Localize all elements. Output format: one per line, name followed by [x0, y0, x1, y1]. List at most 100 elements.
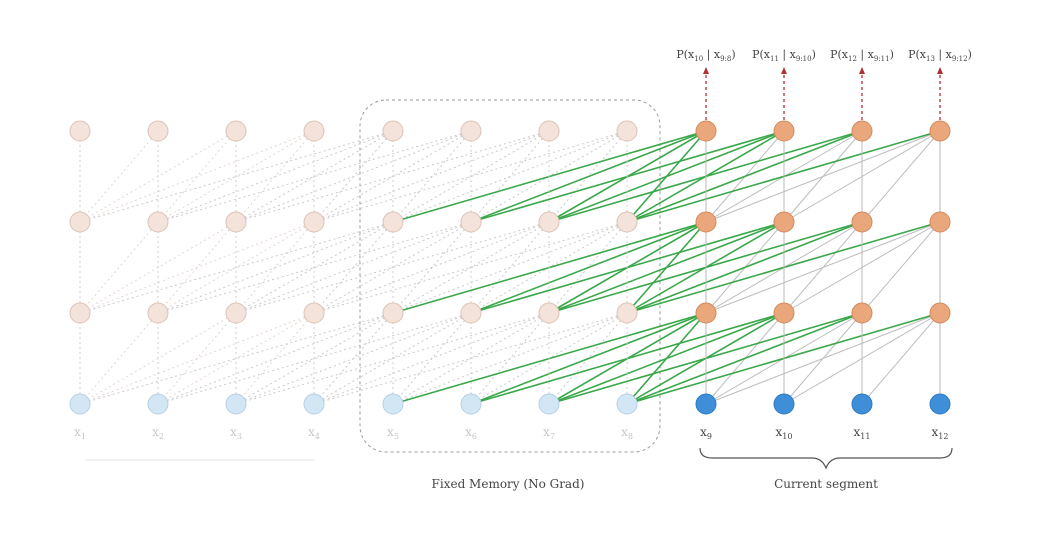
- edge-memory-attention: [470, 221, 707, 314]
- probability-label: P(x10 | x9:8): [676, 48, 735, 63]
- edge-memory-attention: [470, 130, 707, 223]
- edge-memory: [79, 130, 394, 223]
- edge-memory: [157, 130, 472, 223]
- input-node-memory: [538, 393, 560, 415]
- edge-current: [861, 221, 941, 314]
- hidden-node-current: [929, 120, 951, 142]
- hidden-node-memory: [538, 120, 560, 142]
- edge-memory: [157, 312, 394, 405]
- edge-memory: [235, 130, 472, 223]
- probability-labels: P(x10 | x9:8) P(x11 | x9:10) P(x12 | x9:11…: [676, 48, 972, 63]
- fixed-memory-box: [359, 99, 661, 453]
- edge-memory-attention: [626, 130, 863, 223]
- hidden-node-memory: [147, 302, 169, 324]
- token-label: x4: [308, 425, 320, 441]
- token-label: x5: [387, 425, 399, 441]
- edge-old: [79, 221, 315, 314]
- hidden-node-memory: [460, 302, 482, 324]
- edge-current: [705, 221, 941, 314]
- edge-old: [79, 130, 315, 223]
- edge-old: [79, 312, 315, 405]
- edge-memory-attention: [548, 221, 785, 314]
- edge-memory: [79, 221, 394, 314]
- probability-label: P(x12 | x9:11): [830, 48, 894, 63]
- input-node-memory: [616, 393, 638, 415]
- token-labels: x1 x2 x3 x4 x5 x6 x7 x8 x9 x10 x11 x12: [74, 425, 948, 441]
- token-label: x10: [776, 425, 793, 441]
- edge-memory: [392, 312, 628, 405]
- hidden-node-current: [773, 120, 795, 142]
- token-label: x11: [854, 425, 871, 441]
- hidden-node-memory: [460, 120, 482, 142]
- input-node-memory: [225, 393, 247, 415]
- edge-current: [705, 312, 941, 405]
- hidden-node-memory: [147, 120, 169, 142]
- hidden-node-memory: [382, 120, 404, 142]
- input-node-memory: [382, 393, 404, 415]
- input-node-memory: [69, 393, 91, 415]
- hidden-node-current: [929, 211, 951, 233]
- token-label: x6: [465, 425, 477, 441]
- hidden-node-memory: [303, 120, 325, 142]
- input-node-current: [929, 393, 951, 415]
- token-label: x2: [152, 425, 164, 441]
- edge-memory-attention: [548, 312, 785, 405]
- edge-memory: [157, 312, 472, 405]
- probability-label: P(x11 | x9:10): [752, 48, 816, 63]
- hidden-node-memory: [538, 302, 560, 324]
- memory-label: Fixed Memory (No Grad): [432, 477, 585, 491]
- edge-memory: [313, 312, 628, 405]
- edge-memory: [79, 312, 394, 405]
- edge-current: [861, 312, 941, 405]
- token-label: x8: [621, 425, 633, 441]
- edges-layer: [79, 130, 941, 405]
- hidden-node-current: [695, 120, 717, 142]
- hidden-node-current: [695, 302, 717, 324]
- hidden-node-memory: [69, 302, 91, 324]
- edge-old: [79, 130, 159, 223]
- edge-memory: [235, 221, 550, 314]
- hidden-node-memory: [225, 120, 247, 142]
- hidden-node-current: [695, 211, 717, 233]
- hidden-node-current: [773, 302, 795, 324]
- edge-memory: [157, 130, 394, 223]
- edge-memory-attention: [548, 130, 785, 223]
- input-node-memory: [303, 393, 325, 415]
- hidden-node-memory: [460, 211, 482, 233]
- edge-current: [861, 130, 941, 223]
- hidden-node-current: [773, 211, 795, 233]
- edge-memory-attention: [626, 312, 863, 405]
- edge-memory: [392, 130, 628, 223]
- hidden-node-current: [929, 302, 951, 324]
- edge-current: [705, 130, 941, 223]
- output-arrows: [703, 67, 943, 120]
- edge-memory: [313, 130, 550, 223]
- edge-memory: [313, 221, 628, 314]
- token-label: x9: [700, 425, 712, 441]
- hidden-node-memory: [69, 211, 91, 233]
- edge-memory: [235, 312, 472, 405]
- edge-memory-attention: [470, 312, 707, 405]
- current-segment-label: Current segment: [774, 477, 878, 491]
- edge-memory: [235, 312, 550, 405]
- edge-memory: [313, 221, 550, 314]
- edge-memory: [313, 130, 628, 223]
- hidden-node-memory: [147, 211, 169, 233]
- vertical-connections: [79, 131, 941, 404]
- hidden-node-memory: [382, 302, 404, 324]
- input-node-memory: [147, 393, 169, 415]
- hidden-node-current: [851, 120, 873, 142]
- hidden-node-memory: [303, 302, 325, 324]
- probability-label: P(x13 | x9:12): [908, 48, 972, 63]
- hidden-node-memory: [225, 302, 247, 324]
- edge-memory: [313, 312, 550, 405]
- edge-old: [79, 221, 159, 314]
- edge-old: [79, 312, 159, 405]
- edge-memory: [157, 221, 394, 314]
- input-node-current: [695, 393, 717, 415]
- input-node-current: [851, 393, 873, 415]
- nodes-layer: [69, 120, 951, 415]
- edge-memory: [157, 221, 472, 314]
- token-label: x7: [543, 425, 555, 441]
- hidden-node-memory: [382, 211, 404, 233]
